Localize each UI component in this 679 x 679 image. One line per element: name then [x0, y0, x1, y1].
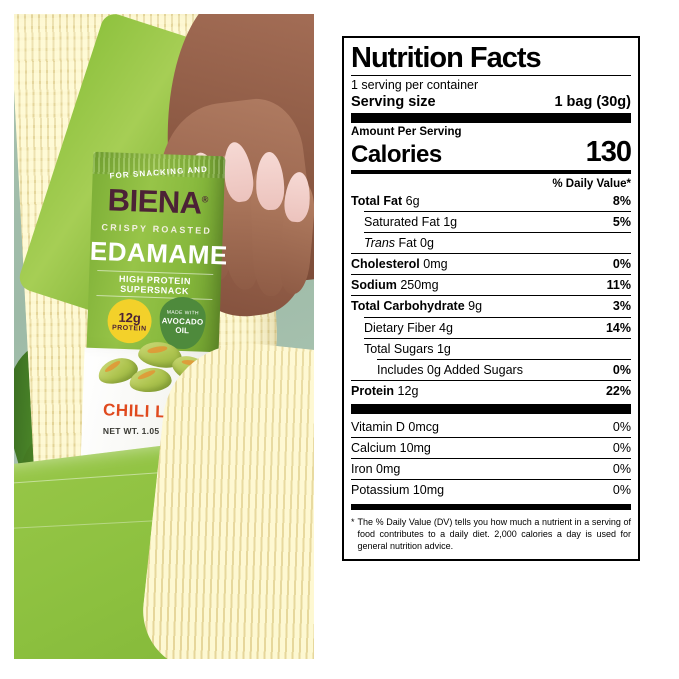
- row-divider: [351, 274, 631, 276]
- footnote: * The % Daily Value (DV) tells you how m…: [351, 513, 631, 552]
- micronutrient-daily-value: 0%: [612, 420, 631, 435]
- product-claim: HIGH PROTEIN SUPERSNACK: [96, 269, 214, 301]
- nutrient-row: Protein 12g 22%: [351, 381, 631, 401]
- nutrition-facts-panel: Nutrition Facts 1 serving per container …: [342, 36, 640, 562]
- nutrient-row: Saturated Fat 1g 5%: [351, 212, 631, 232]
- nutrient-row: Trans Fat 0g: [351, 233, 631, 253]
- nutrient-daily-value: 0%: [612, 257, 631, 272]
- nutrient-name: Total Carbohydrate 9g: [351, 299, 483, 314]
- micronutrient-name: Calcium 10mg: [351, 441, 431, 456]
- nutrient-daily-value: 14%: [605, 320, 631, 335]
- avocado-badge-name: AVOCADO OIL: [161, 315, 204, 336]
- micronutrient-name: Vitamin D 0mcg: [351, 420, 439, 435]
- row-divider: [351, 437, 631, 439]
- row-divider: [351, 295, 631, 297]
- serving-size-row: Serving size 1 bag (30g): [351, 94, 631, 110]
- micronutrient-row: Vitamin D 0mcg 0%: [351, 417, 631, 437]
- nutrient-daily-value: 3%: [612, 299, 631, 314]
- nutrient-name: Cholesterol 0mg: [351, 257, 448, 272]
- nutrient-daily-value: 11%: [606, 278, 631, 293]
- amount-per-serving-label: Amount Per Serving: [351, 126, 462, 139]
- nutrient-name: Protein 12g: [351, 383, 419, 398]
- brand-name: BIENA: [107, 182, 203, 221]
- nutrient-daily-value: 5%: [612, 214, 631, 229]
- product-photo: FOR SNACKING AND BIENA® CRISPY ROASTED E…: [14, 14, 314, 659]
- calories-value: 130: [585, 135, 632, 168]
- micronutrient-row: Potassium 10mg 0%: [351, 480, 631, 500]
- divider: [351, 75, 631, 77]
- micronutrient-name: Potassium 10mg: [351, 483, 445, 498]
- divider-thick: [351, 113, 631, 124]
- micronutrient-daily-value: 0%: [612, 483, 631, 498]
- nutrient-row: Cholesterol 0mg 0%: [351, 254, 631, 274]
- divider-bottom: [351, 503, 631, 510]
- nutrient-daily-value: 0%: [612, 362, 631, 377]
- nutrient-row: Total Sugars 1g: [351, 339, 631, 359]
- nutrient-name: Dietary Fiber 4g: [364, 320, 453, 335]
- protein-badge-amount: 12g: [118, 309, 142, 326]
- daily-value-header: % Daily Value*: [552, 177, 631, 190]
- divider-medium: [351, 169, 631, 174]
- calories-row: Calories 130: [351, 135, 632, 168]
- registered-mark: ®: [201, 194, 209, 205]
- nutrient-row: Total Carbohydrate 9g 3%: [351, 296, 631, 316]
- row-divider: [351, 458, 631, 460]
- footnote-text: The % Daily Value (DV) tells you how muc…: [357, 516, 631, 551]
- micronutrient-daily-value: 0%: [612, 462, 631, 477]
- nutrient-name: Total Fat 6g: [351, 193, 420, 208]
- nutrient-daily-value: 8%: [612, 193, 631, 208]
- nutrient-row: Sodium 250mg 11%: [351, 275, 631, 295]
- brand-logo: BIENA®: [91, 182, 224, 223]
- servings-per-container: 1 serving per container: [351, 78, 479, 93]
- nutrient-row: Dietary Fiber 4g 14%: [351, 318, 631, 338]
- nutrient-row: Includes 0g Added Sugars 0%: [351, 360, 631, 380]
- micronutrient-row: Iron 0mg 0%: [351, 459, 631, 479]
- row-divider: [351, 479, 631, 481]
- row-divider: [364, 316, 631, 318]
- nutrient-name: Trans Fat 0g: [364, 236, 434, 251]
- protein-badge-label: PROTEIN: [111, 324, 147, 333]
- row-divider: [377, 358, 631, 360]
- micronutrient-name: Iron 0mg: [351, 462, 401, 477]
- nutrient-rows: Total Fat 6g 8% Saturated Fat 1g 5% Trans Fa…: [351, 191, 631, 401]
- serving-size-value: 1 bag (30g): [554, 94, 631, 111]
- product-name: EDAMAME: [89, 235, 229, 271]
- nutrient-name: Saturated Fat 1g: [364, 214, 458, 229]
- serving-size-label: Serving size: [351, 94, 436, 111]
- row-divider: [351, 379, 631, 381]
- row-divider: [364, 210, 631, 212]
- row-divider: [364, 337, 631, 339]
- nutrient-daily-value: 22%: [605, 383, 631, 398]
- nutrient-name: Includes 0g Added Sugars: [377, 362, 523, 377]
- nutrition-facts-title: Nutrition Facts: [351, 42, 542, 74]
- nutrient-name: Sodium 250mg: [351, 278, 439, 293]
- row-divider: [351, 253, 631, 255]
- footnote-star: *: [351, 516, 355, 527]
- nutrient-row: Total Fat 6g 8%: [351, 191, 631, 211]
- calories-label: Calories: [351, 140, 442, 168]
- row-divider: [364, 232, 631, 234]
- nutrient-name: Total Sugars 1g: [364, 341, 451, 356]
- micronutrient-row: Calcium 10mg 0%: [351, 438, 631, 458]
- micronutrient-daily-value: 0%: [612, 441, 631, 456]
- divider-thick: [351, 404, 631, 415]
- micronutrient-rows: Vitamin D 0mcg 0% Calcium 10mg 0% Iron 0mg 0%…: [351, 417, 631, 501]
